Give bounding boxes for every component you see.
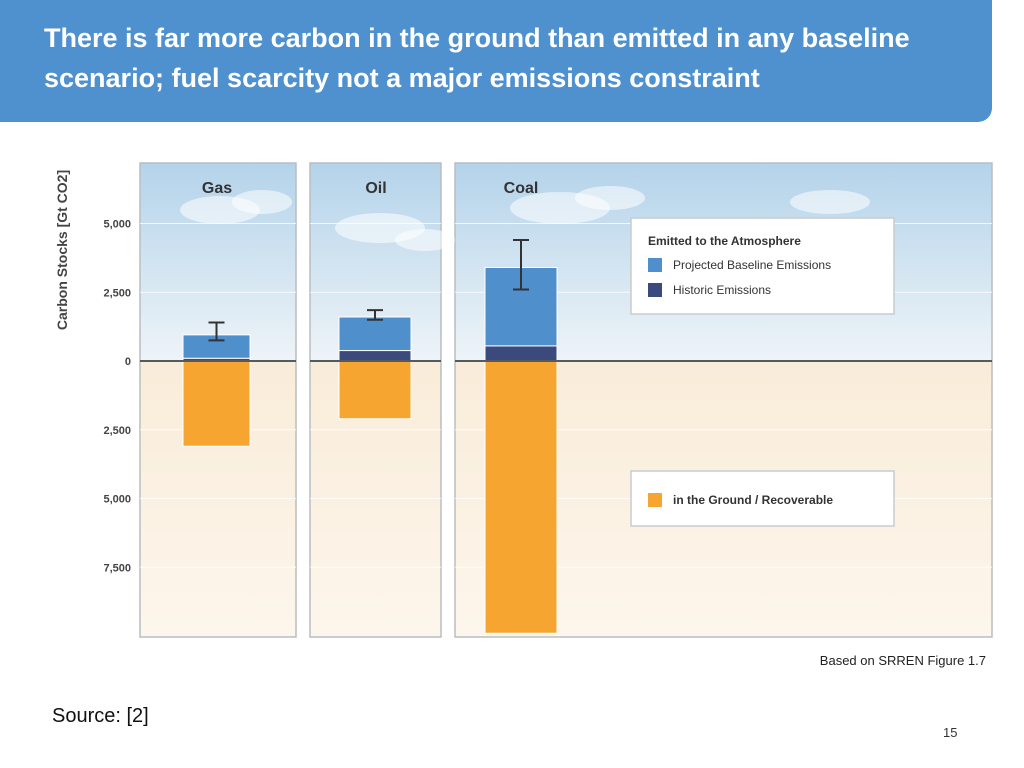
legend-entry-label: Historic Emissions — [673, 283, 771, 297]
error-bar-coal — [513, 239, 529, 291]
page-number: 15 — [943, 725, 958, 740]
y-tick-label: 2,500 — [103, 287, 131, 299]
error-bar-gas — [208, 321, 225, 342]
cloud-6 — [790, 190, 870, 214]
category-labels: Gas Oil Coal — [202, 180, 538, 197]
legend-box — [630, 217, 895, 315]
legend-swatch — [648, 258, 662, 272]
panel-border-2 — [454, 162, 993, 638]
figure-credit: Based on SRREN Figure 1.7 — [819, 653, 986, 668]
bar-coal-series-2 — [484, 360, 558, 634]
cloud-decoration — [180, 186, 870, 251]
cloud-5 — [575, 186, 645, 210]
bar-coal-series-0 — [484, 345, 558, 362]
legend-entry-label: Projected Baseline Emissions — [673, 258, 831, 272]
cloud-1 — [232, 190, 292, 214]
legend-swatch — [648, 283, 662, 297]
legend-entry-label: in the Ground / Recoverable — [673, 493, 833, 507]
category-label-gas: Gas — [202, 180, 232, 197]
category-label-coal: Coal — [504, 180, 539, 197]
bar-oil-series-2 — [338, 360, 412, 420]
y-axis-title: Carbon Stocks [Gt CO2] — [54, 170, 70, 330]
title-banner: There is far more carbon in the ground t… — [0, 0, 992, 122]
bar-oil-series-0 — [338, 350, 412, 362]
y-tick-label: 5,000 — [103, 219, 131, 231]
legend-ground: in the Ground / Recoverable — [630, 470, 895, 527]
bars — [182, 267, 558, 634]
error-bar-oil — [367, 309, 383, 321]
category-label-oil: Oil — [365, 180, 386, 197]
carbon-stocks-chart: 5,000 2,500 0 2,500 5,000 7,500 Carbon Stocks … — [54, 162, 993, 638]
legend-box — [630, 470, 895, 527]
legend-emitted: Emitted to the Atmosphere Projected Basel… — [630, 217, 895, 315]
legend-title: Emitted to the Atmosphere — [648, 234, 801, 248]
legend: Emitted to the Atmosphere Projected Basel… — [630, 217, 895, 527]
bar-gas-series-2 — [182, 360, 251, 447]
legend-swatch — [648, 493, 662, 507]
y-tick-label: 2,500 — [103, 425, 131, 437]
y-tick-label: 0 — [125, 356, 131, 368]
source-note: Source: [2] — [52, 705, 149, 727]
y-tick-label: 5,000 — [103, 494, 131, 506]
bar-oil-series-1 — [338, 316, 412, 352]
y-tick-label: 7,500 — [103, 562, 131, 574]
panel-border-1 — [309, 162, 442, 638]
error-bars — [208, 239, 529, 342]
panel-border-0 — [139, 162, 297, 638]
slide-title: There is far more carbon in the ground t… — [44, 23, 910, 93]
y-axis: 5,000 2,500 0 2,500 5,000 7,500 Carbon Stocks … — [54, 170, 131, 574]
cloud-3 — [395, 229, 455, 251]
